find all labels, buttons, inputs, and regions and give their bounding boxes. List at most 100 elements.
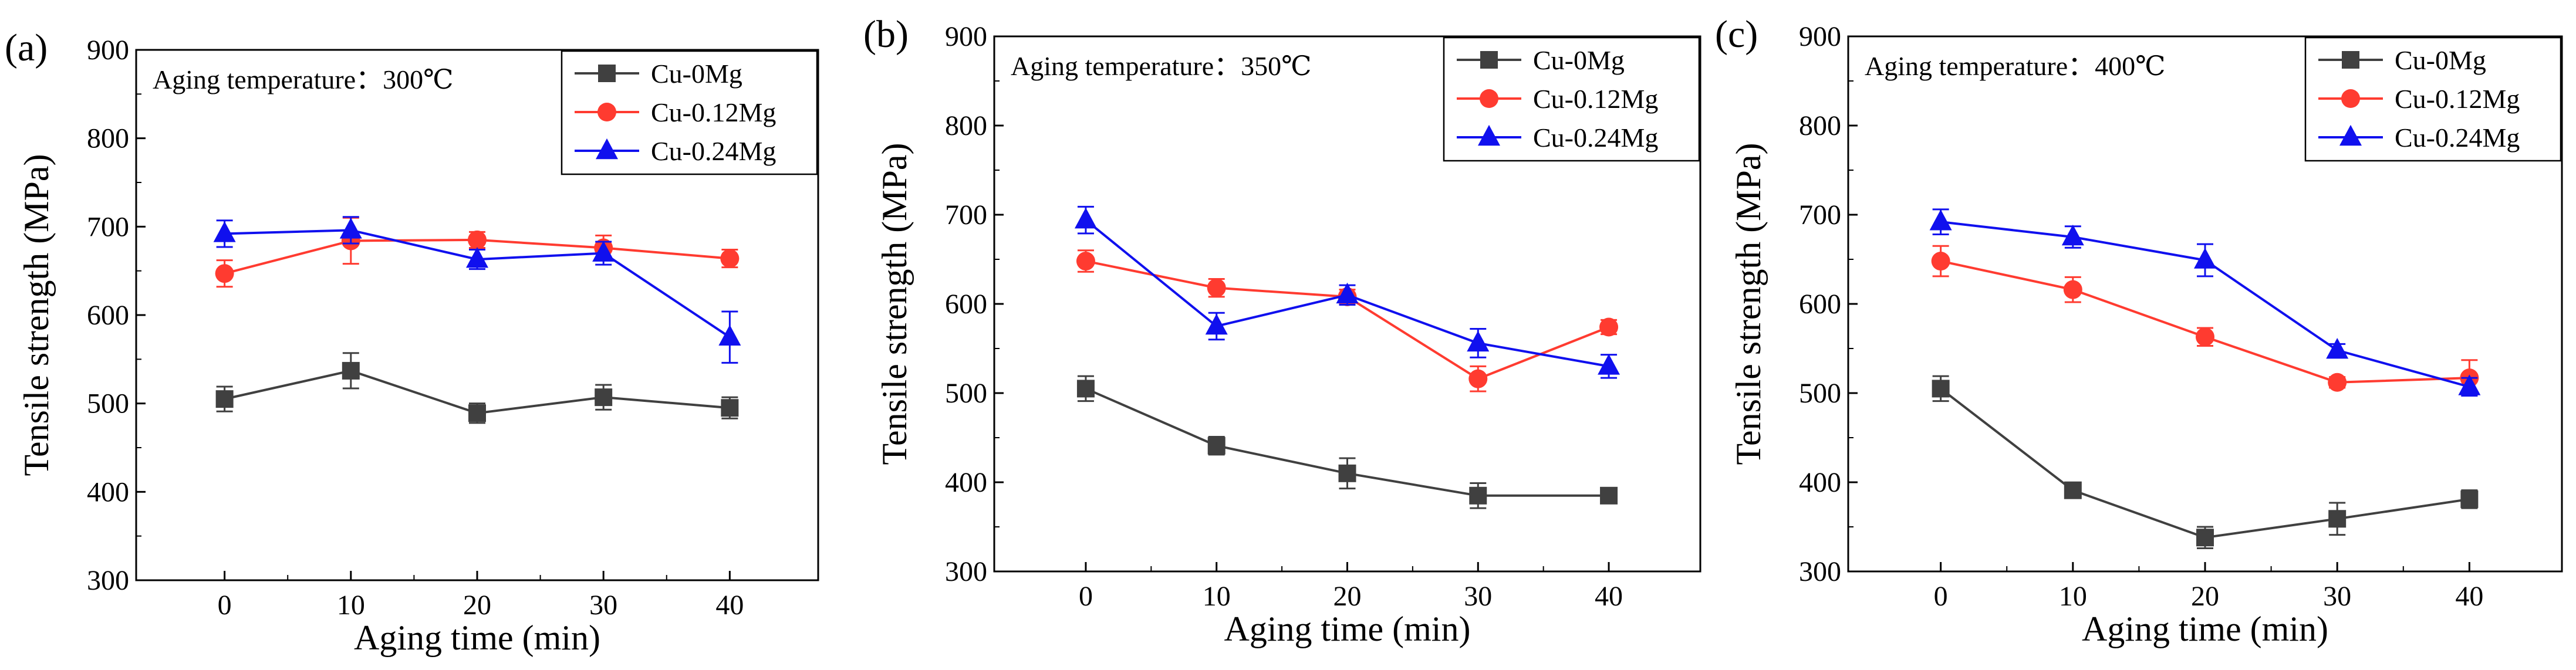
- y-tick-label: 500: [1799, 378, 1841, 409]
- x-tick-label: 30: [1464, 581, 1492, 612]
- y-axis-title: Tensile strength (MPa): [17, 154, 56, 476]
- chart-panel-c: 300 400 500 600 700 800 900 0 10 20 30 40 Aging time…: [1715, 13, 2563, 648]
- data-point: [2460, 490, 2479, 508]
- legend-marker: [1480, 89, 1498, 108]
- x-tick-label: 40: [1595, 581, 1623, 612]
- data-point: [718, 324, 741, 346]
- chart-panel-b: 300 400 500 600 700 800 900 0 10 20 30 40 Aging time…: [863, 13, 1701, 648]
- data-point: [2063, 280, 2082, 299]
- data-point: [213, 221, 236, 242]
- y-tick-label: 800: [945, 110, 987, 141]
- y-tick-label: 600: [87, 300, 129, 331]
- legend: Cu-0Mg Cu-0.12Mg Cu-0.24Mg: [2304, 36, 2562, 162]
- legend: Cu-0Mg Cu-0.12Mg Cu-0.24Mg: [1443, 36, 1700, 162]
- y-tick-label: 800: [87, 123, 129, 154]
- legend-label: Cu-0.12Mg: [651, 97, 776, 127]
- y-tick-label: 700: [945, 199, 987, 231]
- legend-marker: [596, 138, 618, 160]
- legend-marker: [1480, 51, 1498, 69]
- legend: Cu-0Mg Cu-0.12Mg Cu-0.24Mg: [561, 50, 818, 175]
- y-tick-label: 300: [945, 556, 987, 587]
- x-tick-label: 10: [2059, 581, 2087, 612]
- legend-marker: [597, 103, 616, 121]
- legend-label: Cu-0.24Mg: [2395, 123, 2520, 153]
- data-point: [215, 390, 234, 408]
- x-tick-label: 20: [463, 590, 491, 621]
- data-point: [1598, 354, 1620, 375]
- series-cu-0mg: [1932, 375, 2479, 549]
- data-point: [1469, 486, 1487, 505]
- series-cu-0mg: [215, 352, 739, 424]
- series-cu-0-24mg: [1929, 208, 2481, 397]
- legend-marker: [1478, 124, 1500, 146]
- x-axis-title: Aging time (min): [354, 618, 600, 657]
- legend-marker: [2341, 89, 2360, 108]
- series-line: [1940, 387, 2470, 539]
- series-cu-0-12mg: [215, 216, 740, 288]
- x-tick-label: 20: [2191, 581, 2219, 612]
- data-point: [1467, 330, 1490, 352]
- x-axis-title: Aging time (min): [2082, 610, 2328, 648]
- data-point: [2194, 248, 2216, 269]
- series-cu-0mg: [1076, 375, 1618, 509]
- data-point: [2196, 529, 2214, 547]
- legend-label: Cu-0Mg: [2395, 45, 2486, 75]
- panel-label: (b): [863, 13, 909, 56]
- y-tick-label: 400: [87, 476, 129, 507]
- series-line: [1085, 260, 1609, 380]
- data-point: [1336, 282, 1359, 304]
- data-point: [2458, 374, 2481, 395]
- legend-marker: [598, 65, 616, 82]
- y-tick-label: 300: [87, 565, 129, 596]
- data-point: [1076, 380, 1095, 398]
- x-tick-label: 40: [2455, 581, 2483, 612]
- y-tick-label: 600: [1799, 289, 1841, 320]
- data-point: [1338, 464, 1356, 482]
- legend-marker: [2339, 124, 2362, 146]
- data-point: [2064, 481, 2082, 499]
- legend-marker: [2342, 51, 2359, 69]
- data-point: [592, 241, 615, 262]
- y-axis-title: Tensile strength (MPa): [875, 143, 914, 465]
- y-tick-label: 900: [945, 21, 987, 52]
- legend-label: Cu-0Mg: [651, 59, 742, 89]
- y-tick-label: 500: [945, 378, 987, 409]
- y-tick-label: 600: [945, 289, 987, 320]
- x-tick-label: 30: [2323, 581, 2351, 612]
- data-point: [468, 404, 486, 422]
- x-axis-title: Aging time (min): [1224, 610, 1471, 648]
- data-point: [1076, 252, 1095, 271]
- data-point: [2061, 224, 2084, 246]
- data-point: [595, 388, 613, 407]
- data-point: [468, 230, 487, 249]
- series-cu-0-12mg: [1931, 245, 2479, 397]
- aging-temperature-annotation: Aging temperature：300℃: [153, 65, 454, 94]
- data-point: [720, 249, 740, 268]
- x-tick-label: 0: [1079, 581, 1093, 612]
- data-point: [1599, 317, 1619, 337]
- data-point: [1207, 436, 1225, 455]
- data-point: [215, 264, 234, 283]
- y-tick-label: 700: [1799, 199, 1841, 231]
- x-tick-label: 20: [1333, 581, 1362, 612]
- y-tick-label: 400: [945, 467, 987, 498]
- data-point: [339, 218, 362, 239]
- panel-label: (a): [5, 26, 48, 69]
- series-cu-0-24mg: [213, 216, 741, 364]
- aging-temperature-annotation: Aging temperature：400℃: [1865, 51, 2166, 81]
- y-tick-label: 900: [1799, 21, 1841, 52]
- series-cu-0-12mg: [1076, 249, 1619, 392]
- x-tick-label: 0: [1934, 581, 1948, 612]
- data-point: [1074, 208, 1097, 229]
- x-tick-label: 10: [337, 590, 365, 621]
- legend-label: Cu-0.12Mg: [2395, 84, 2520, 114]
- x-tick-label: 40: [715, 590, 744, 621]
- series-cu-0-24mg: [1074, 205, 1620, 379]
- x-tick-label: 0: [218, 590, 232, 621]
- y-tick-label: 700: [87, 211, 129, 242]
- legend-label: Cu-0.24Mg: [651, 136, 776, 166]
- data-point: [466, 247, 488, 268]
- panel-label: (c): [1715, 13, 1758, 56]
- data-point: [2328, 373, 2347, 392]
- data-point: [1207, 278, 1226, 297]
